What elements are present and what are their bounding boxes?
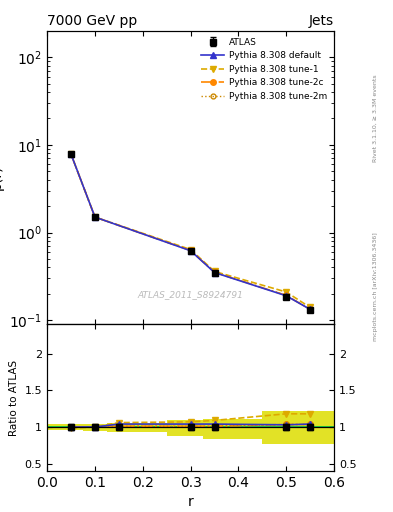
X-axis label: r: r xyxy=(188,496,193,509)
Text: Rivet 3.1.10, ≥ 3.3M events: Rivet 3.1.10, ≥ 3.3M events xyxy=(373,74,378,162)
Text: ATLAS_2011_S8924791: ATLAS_2011_S8924791 xyxy=(138,290,244,300)
Text: Jets: Jets xyxy=(309,14,334,28)
Text: mcplots.cern.ch [arXiv:1306.3436]: mcplots.cern.ch [arXiv:1306.3436] xyxy=(373,232,378,341)
Y-axis label: Ratio to ATLAS: Ratio to ATLAS xyxy=(9,359,19,436)
Y-axis label: ρ(r): ρ(r) xyxy=(0,165,4,190)
Text: 7000 GeV pp: 7000 GeV pp xyxy=(47,14,138,28)
Legend: ATLAS, Pythia 8.308 default, Pythia 8.308 tune-1, Pythia 8.308 tune-2c, Pythia 8: ATLAS, Pythia 8.308 default, Pythia 8.30… xyxy=(199,35,330,104)
